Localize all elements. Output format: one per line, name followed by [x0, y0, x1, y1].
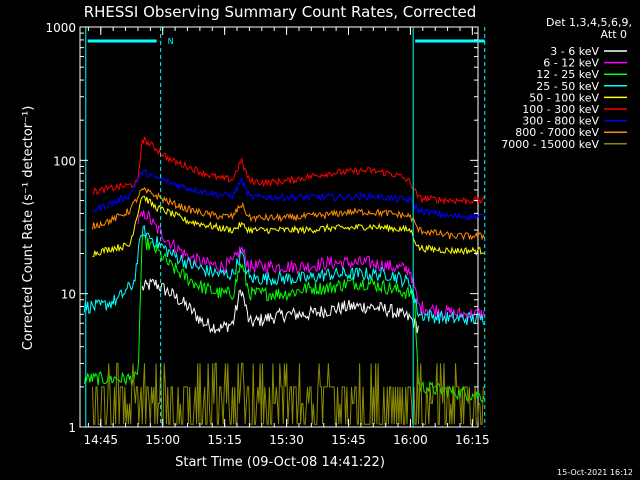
y-tick-label-3: 1000 — [45, 21, 76, 35]
series-line-4 — [92, 195, 485, 258]
x-tick-label-6: 16:15 — [455, 433, 490, 447]
legend-label-2: 12 - 25 keV — [536, 68, 599, 81]
x-tick-label-3: 15:30 — [269, 433, 304, 447]
plot-frame — [79, 26, 479, 428]
legend-label-3: 25 - 50 keV — [536, 80, 599, 93]
y-axis-label: Corrected Count Rate (s⁻¹ detector⁻¹) — [21, 106, 36, 351]
x-axis-label: Start Time (09-Oct-08 14:41:22) — [175, 455, 385, 470]
y-tick-label-1: 10 — [61, 288, 76, 302]
legend-header-line-2: Att 0 — [601, 28, 627, 41]
series-line-7 — [92, 186, 485, 241]
series-line-3 — [83, 225, 485, 326]
axes-group: 14:45 15:00 15:15 15:30 15:45 16:00 16:15 1 10 10… — [45, 21, 489, 447]
legend-label-6: 300 - 800 keV — [522, 115, 599, 128]
flag-marker-n: N — [168, 37, 174, 46]
series-group — [83, 136, 486, 425]
x-tick-label-1: 15:00 — [145, 433, 180, 447]
legend-label-5: 100 - 300 keV — [522, 103, 599, 116]
x-tick-label-4: 15:45 — [331, 433, 366, 447]
series-line-8 — [92, 362, 485, 425]
footer-date: 15-Oct-2021 16:12 — [557, 468, 633, 477]
marker-group: N — [85, 27, 486, 427]
series-line-0 — [141, 277, 419, 334]
legend-header-line-1: Det 1,3,4,5,6,9, — [546, 16, 632, 29]
y-tick-label-0: 1 — [68, 421, 76, 435]
x-tick-label-2: 15:15 — [207, 433, 242, 447]
x-tick-label-0: 14:45 — [83, 433, 118, 447]
legend-label-1: 6 - 12 keV — [543, 57, 599, 70]
chart-title: RHESSI Observing Summary Count Rates, Co… — [84, 3, 477, 21]
legend-label-4: 50 - 100 keV — [529, 91, 599, 104]
legend-label-0: 3 - 6 keV — [550, 45, 599, 58]
x-tick-label-5: 16:00 — [393, 433, 428, 447]
legend-label-7: 800 - 7000 keV — [515, 126, 599, 139]
series-line-5 — [92, 136, 485, 206]
series-line-6 — [92, 169, 485, 222]
legend-label-8: 7000 - 15000 keV — [501, 138, 599, 151]
plot-border — [79, 26, 479, 428]
y-tick-label-2: 100 — [53, 154, 76, 168]
